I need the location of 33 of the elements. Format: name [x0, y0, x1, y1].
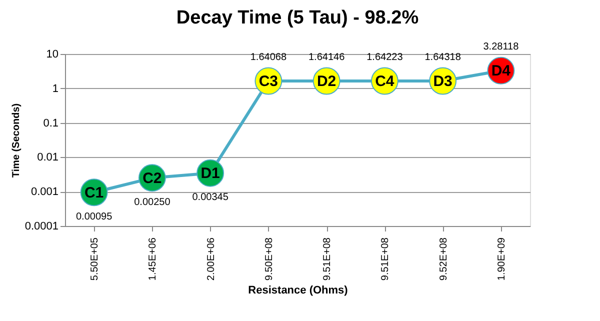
- annotation: C1: [84, 184, 104, 202]
- annotation: C2: [142, 170, 162, 187]
- annotation: D2: [316, 72, 336, 90]
- data-label: 1.64223: [366, 52, 404, 63]
- x-tick-label: 2.00E+06: [206, 237, 217, 281]
- x-tick-label: 9.52E+08: [438, 237, 450, 281]
- x-tick-label: 9.50E+08: [264, 237, 275, 281]
- x-tick-label: 1.90E+09: [496, 237, 508, 281]
- y-tick-label: 0.0001: [24, 220, 58, 232]
- y-tick-label: 0.1: [43, 117, 58, 130]
- x-tick-label: 9.51E+08: [322, 237, 334, 281]
- y-axis-title: Time (Seconds): [10, 103, 22, 178]
- chart-title: Decay Time (5 Tau) - 98.2%: [176, 8, 419, 29]
- y-tick-label: 0.01: [37, 152, 58, 164]
- x-axis-title: Resistance (Ohms): [248, 284, 348, 297]
- y-tick-label: 10: [46, 48, 58, 60]
- annotation: C4: [375, 72, 395, 90]
- data-label: 3.28118: [483, 42, 520, 53]
- data-label: 0.00095: [76, 211, 113, 222]
- data-label: 1.64068: [250, 52, 287, 64]
- data-label: 0.00250: [134, 196, 171, 208]
- annotation: D3: [433, 72, 452, 90]
- annotation: D4: [491, 62, 512, 80]
- data-label: 1.64146: [308, 52, 346, 63]
- data-label: 0.00345: [192, 192, 229, 204]
- x-tick-label: 5.50E+05: [90, 237, 101, 281]
- data-label: 1.64318: [424, 52, 462, 63]
- x-tick-label: 1.45E+06: [148, 237, 159, 281]
- y-tick-label: 0.001: [30, 186, 58, 198]
- annotation: C3: [258, 73, 278, 90]
- x-tick-label: 9.51E+08: [380, 237, 392, 281]
- y-tick-label: 1: [52, 82, 58, 95]
- annotation: D1: [200, 165, 220, 182]
